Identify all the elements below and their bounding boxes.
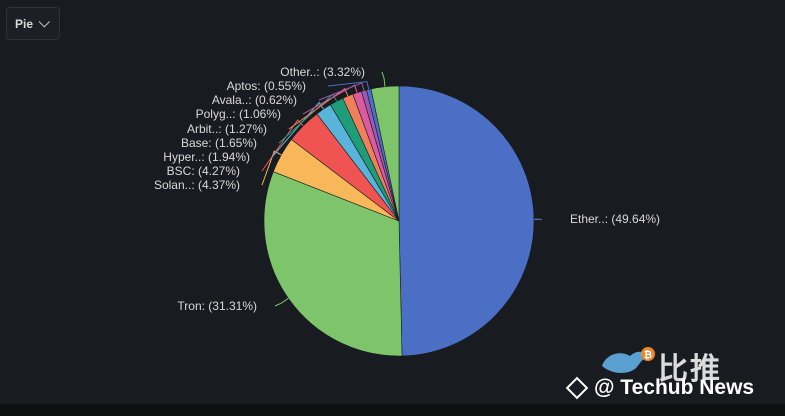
bottom-bar <box>0 404 785 416</box>
pie-slice[interactable] <box>263 171 403 357</box>
chart-type-select[interactable]: Pie <box>6 7 60 40</box>
leader-line <box>274 297 289 307</box>
svg-text:₿: ₿ <box>644 349 652 361</box>
leader-line <box>261 150 282 186</box>
leader-line <box>381 71 386 87</box>
leader-line <box>302 84 358 115</box>
slice-label: Hyper..: (1.94%) <box>163 150 250 164</box>
diamond-icon <box>565 376 589 400</box>
bird-logo-icon: ₿ <box>602 347 655 373</box>
leader-line <box>288 87 349 130</box>
slice-label: Other..: (3.32%) <box>280 65 365 79</box>
watermark-brand-row: @ Techub News <box>565 376 755 400</box>
slice-label: Solan..: (4.37%) <box>154 178 240 192</box>
slice-label: Arbit..: (1.27%) <box>187 122 267 136</box>
watermark-chinese: 比推 <box>658 352 722 387</box>
pie-slice[interactable] <box>398 85 535 357</box>
pie-slice[interactable] <box>370 85 400 222</box>
leader-line <box>318 82 365 101</box>
leader-line <box>327 81 370 90</box>
slice-label: Tron: (31.31%) <box>177 299 257 313</box>
slice-label: BSC: (4.27%) <box>167 164 240 178</box>
watermark-brand: @ Techub News <box>594 376 755 399</box>
slice-label: Ether..: (49.64%) <box>570 212 660 226</box>
leader-line <box>261 119 304 172</box>
slice-label: Avala..: (0.62%) <box>212 93 297 107</box>
leader-line <box>271 101 324 158</box>
chart-type-label: Pie <box>15 16 34 31</box>
slice-label: Polyg..: (1.06%) <box>196 107 281 121</box>
slice-label: Aptos: (0.55%) <box>227 79 306 93</box>
slice-label: Base: (1.65%) <box>181 136 257 150</box>
watermark: ₿ 比推 @ Techub News <box>565 342 781 406</box>
